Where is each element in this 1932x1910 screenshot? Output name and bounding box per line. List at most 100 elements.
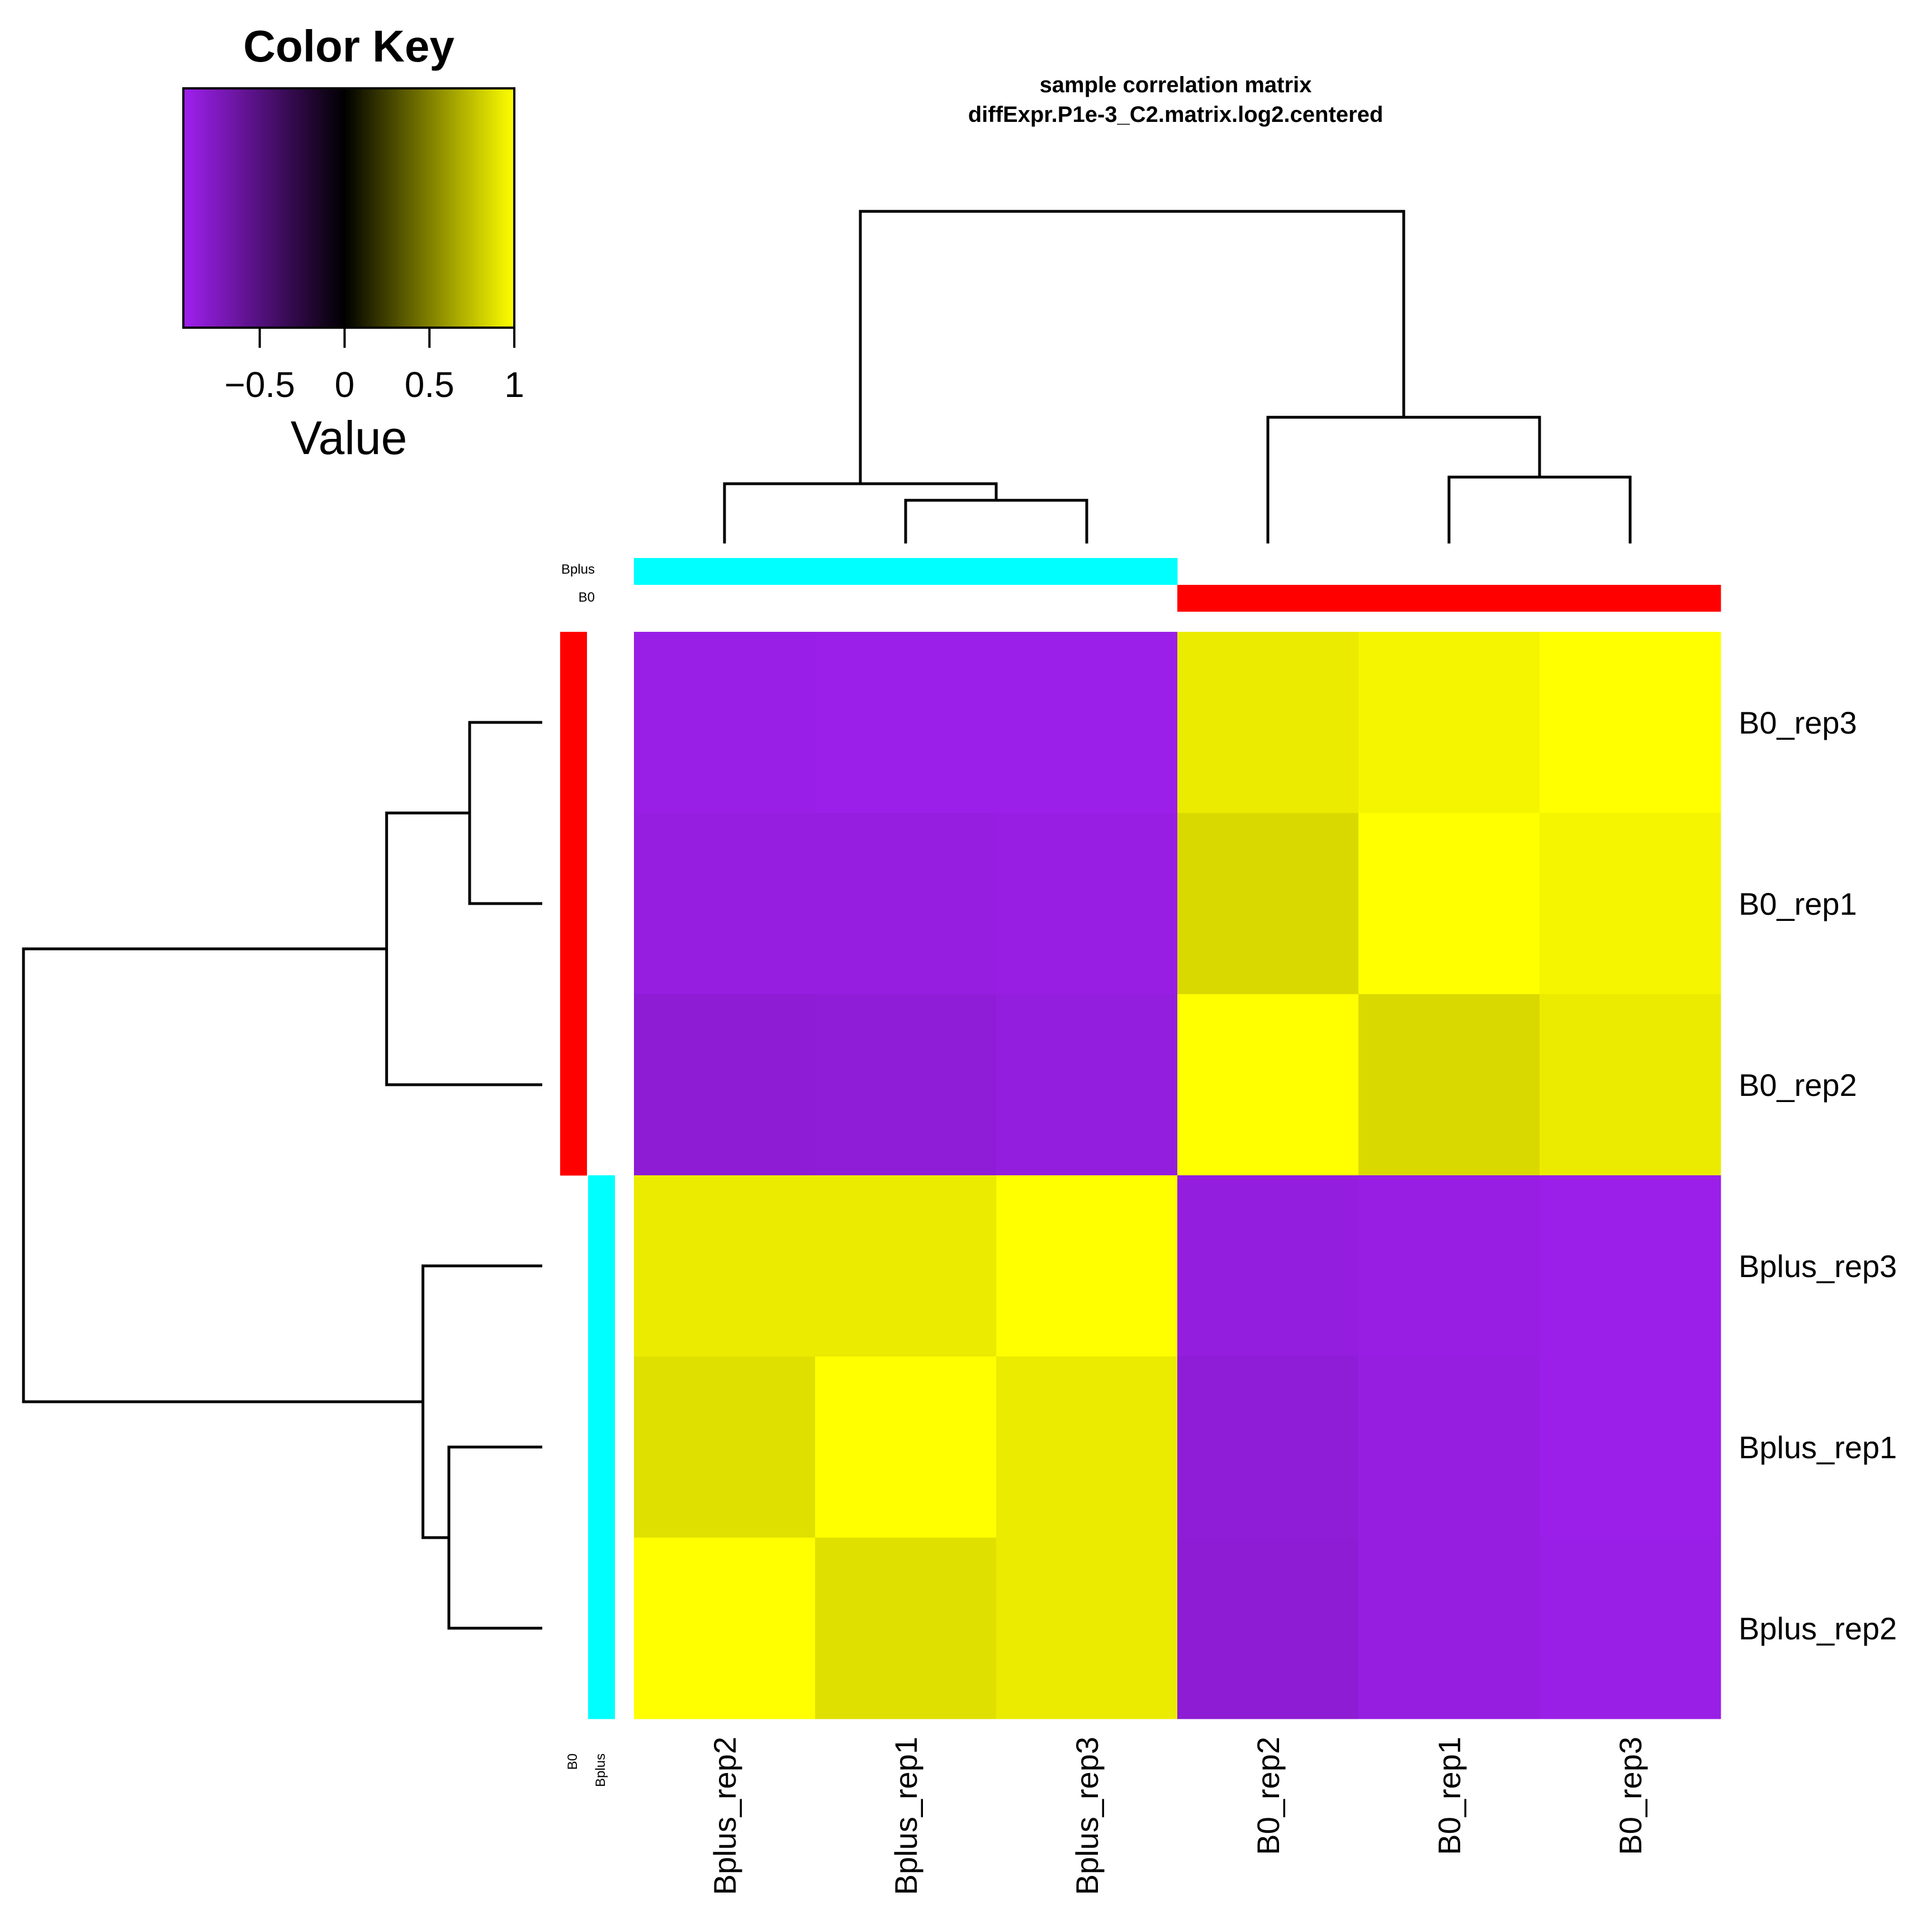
color-key-band (295, 88, 298, 328)
column-side-color (996, 558, 1178, 585)
color-key-band (344, 88, 347, 328)
color-key-band (196, 88, 198, 328)
color-key-band (253, 88, 257, 328)
color-key-band (241, 88, 244, 328)
heatmap-cell (996, 1356, 1178, 1538)
color-key-band (400, 88, 403, 328)
color-key-axis-title: Value (291, 412, 408, 464)
color-key-band (371, 88, 374, 328)
color-key-band (390, 88, 393, 328)
color-key-band (231, 88, 234, 328)
heatmap-cell (634, 994, 816, 1176)
color-key-band (411, 88, 414, 328)
color-key-band (208, 88, 211, 328)
color-key-band (320, 88, 323, 328)
column-side-label-b0: B0 (579, 590, 595, 605)
color-key-band (276, 88, 279, 328)
color-key-band (309, 88, 312, 328)
row-dendrogram-branch (385, 811, 542, 1086)
color-key-band (506, 88, 509, 328)
column-label: Bplus_rep1 (888, 1737, 924, 1895)
heatmap-cell (815, 1356, 997, 1538)
color-key-band (197, 88, 201, 328)
heatmap-cell (1177, 1356, 1359, 1538)
heatmap-cell (815, 632, 997, 814)
color-key-band (413, 88, 415, 328)
row-side-colors: B0 Bplus (560, 632, 615, 1787)
chart-title: sample correlation matrix (1040, 73, 1312, 97)
color-key-band (494, 88, 496, 328)
row-label: B0_rep3 (1739, 705, 1857, 740)
color-key-band (489, 88, 492, 328)
color-key-band (504, 88, 506, 328)
color-key-band (402, 88, 405, 328)
heatmap-cell (996, 1175, 1178, 1357)
color-key-band (353, 88, 356, 328)
row-dendrogram-branch (422, 1264, 542, 1539)
row-side-color (588, 1175, 615, 1357)
color-key-band (259, 88, 263, 328)
color-key-band (278, 88, 281, 328)
color-key-band (237, 88, 240, 328)
color-key-band (446, 88, 449, 328)
row-side-color (588, 1356, 615, 1538)
color-key-band (280, 88, 283, 328)
heatmap-cell (996, 632, 1178, 814)
color-key-band (349, 88, 352, 328)
color-key-band (392, 88, 395, 328)
column-labels: Bplus_rep2 Bplus_rep1 Bplus_rep3 B0_rep2 B0_… (707, 1737, 1648, 1895)
color-key-band (396, 88, 399, 328)
color-key-band (419, 88, 422, 328)
color-key-band (373, 88, 376, 328)
color-key-tick-label: 0 (335, 365, 355, 405)
color-key-band (406, 88, 409, 328)
row-dendrogram-branch (468, 721, 542, 905)
column-side-color (1177, 585, 1359, 612)
color-key-band (466, 88, 470, 328)
heatmap-cell (996, 813, 1178, 995)
color-key-band (303, 88, 306, 328)
color-key-band (307, 88, 310, 328)
color-key-band (297, 88, 300, 328)
color-key-band (394, 88, 397, 328)
color-key-band (291, 88, 293, 328)
color-key-band (465, 88, 467, 328)
color-key-band (334, 88, 337, 328)
color-key-band (305, 88, 308, 328)
color-key-band (212, 88, 215, 328)
color-key-band (500, 88, 503, 328)
color-key-band (491, 88, 494, 328)
color-key-band (282, 88, 285, 328)
color-key-band (321, 88, 325, 328)
color-key-tick-label: 1 (504, 365, 524, 405)
color-key-band (191, 88, 195, 328)
heatmap-cell (1540, 1356, 1721, 1538)
row-labels: B0_rep3 B0_rep1 B0_rep2 Bplus_rep3 Bplus_rep… (1739, 705, 1897, 1646)
color-key-band (239, 88, 242, 328)
color-key-band (218, 88, 221, 328)
color-key-band (233, 88, 236, 328)
color-key-band (336, 88, 339, 328)
color-key-band (479, 88, 482, 328)
color-key-band (487, 88, 490, 328)
color-key-band (471, 88, 473, 328)
color-key-band (458, 88, 461, 328)
heatmap-cell (1177, 994, 1359, 1176)
column-side-label-bplus: Bplus (561, 562, 595, 577)
row-label: B0_rep1 (1739, 886, 1857, 921)
color-key-band (370, 88, 372, 328)
color-key-band (235, 88, 238, 328)
color-key-band (272, 88, 275, 328)
color-key-band (258, 88, 261, 328)
color-key-band (299, 88, 302, 328)
color-key-band (247, 88, 250, 328)
color-key-band (382, 88, 385, 328)
color-key-band (508, 88, 511, 328)
color-key-band (398, 88, 401, 328)
color-key-gradient (183, 88, 515, 328)
color-key-band (270, 88, 273, 328)
heatmap-cell (634, 1356, 816, 1538)
color-key-band (383, 88, 387, 328)
column-label: B0_rep2 (1251, 1737, 1286, 1855)
row-dendrogram-branch (447, 1445, 542, 1630)
